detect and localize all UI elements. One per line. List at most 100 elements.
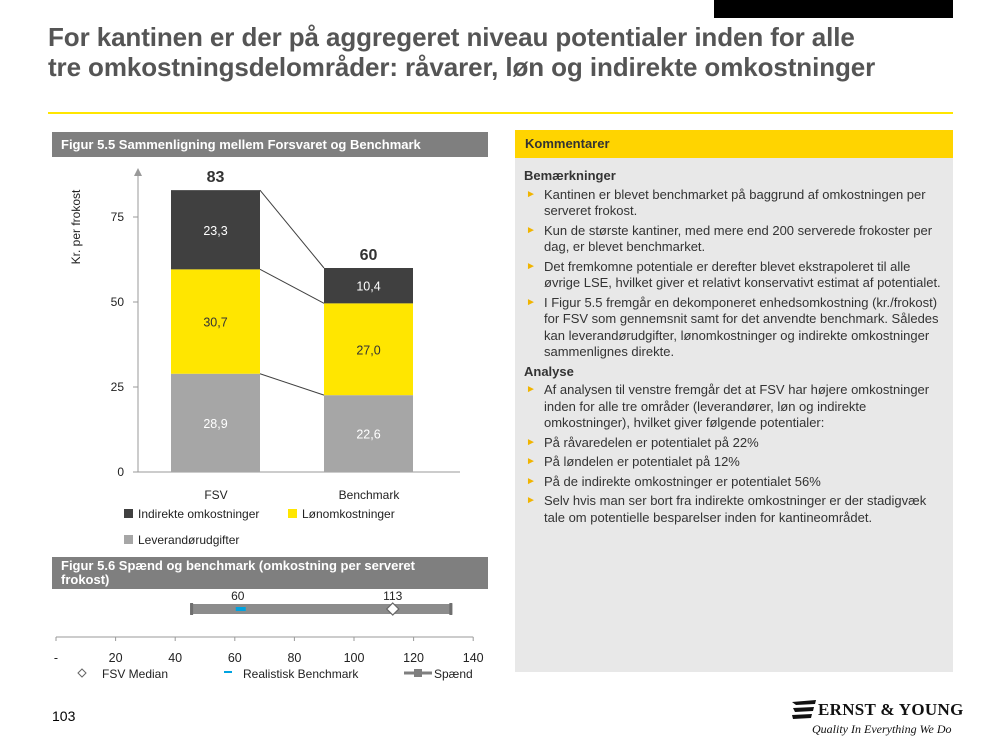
range-x-tick-label: 140 xyxy=(463,651,484,665)
range-x-tick-label: 60 xyxy=(228,651,242,665)
connector-line xyxy=(259,373,325,396)
bullet-arrow-icon: ► xyxy=(526,224,536,236)
bar-segment xyxy=(324,303,413,396)
legend-benchmark-label: Realistisk Benchmark xyxy=(243,667,359,681)
remarks-item-text: I Figur 5.5 fremgår en dekomponeret enhe… xyxy=(544,294,939,360)
slide-title: For kantinen er der på aggregeret niveau… xyxy=(48,22,968,82)
bullet-arrow-icon: ► xyxy=(526,188,536,200)
figure-5-6-title-line-1: Figur 5.6 Spænd og benchmark (omkostning… xyxy=(61,558,415,573)
analysis-heading: Analyse xyxy=(524,363,574,379)
bar-value-label: 10,4 xyxy=(356,280,380,294)
legend-span-label: Spænd xyxy=(434,667,473,681)
figure-5-6-title-line-2: frokost) xyxy=(61,572,110,587)
bar-segment xyxy=(171,190,260,270)
bar-value-label: 27,0 xyxy=(356,343,380,357)
bullet-arrow-icon: ► xyxy=(526,384,536,395)
figure-5-6-header: Figur 5.6 Spænd og benchmark (omkostning… xyxy=(52,557,488,589)
span-bar xyxy=(190,604,453,614)
remarks-list: ► Kantinen er blevet benchmarket på baggr… xyxy=(524,187,948,361)
analysis-item-text: På råvaredelen er potentialet på 22% xyxy=(544,434,759,450)
remarks-item: ► Kun de største kantiner, med mere end 2… xyxy=(524,223,948,256)
figure-5-5-header: Figur 5.5 Sammenligning mellem Forsvaret… xyxy=(52,132,488,157)
connector-line xyxy=(259,268,325,304)
bullet-arrow-icon: ► xyxy=(526,495,536,506)
analysis-item: ► Af analysen til venstre fremgår det at … xyxy=(524,382,948,432)
ey-logo-mark xyxy=(792,700,816,719)
legend-swatch xyxy=(124,509,133,518)
remarks-item: ► I Figur 5.5 fremgår en dekomponeret enh… xyxy=(524,295,948,361)
range-x-tick-label: 100 xyxy=(344,651,365,665)
bullet-arrow-icon: ► xyxy=(526,475,536,487)
legend-label: Indirekte omkostninger xyxy=(138,507,259,521)
analysis-item: ► Selv hvis man ser bort fra indirekte om… xyxy=(524,493,948,526)
remarks-item-text: Det fremkomne potentiale er derefter ble… xyxy=(544,258,941,291)
legend-span-marker xyxy=(414,669,422,677)
figure-5-5-title: Figur 5.5 Sammenligning mellem Forsvaret… xyxy=(61,137,421,152)
title-line-1: For kantinen er der på aggregeret niveau… xyxy=(48,22,855,52)
median-diamond-icon xyxy=(385,602,400,616)
legend-label: Lønomkostninger xyxy=(302,507,395,521)
benchmark-value-label: 60 xyxy=(231,589,245,603)
bullet-arrow-icon: ► xyxy=(526,296,536,308)
comments-body: Bemærkninger ► Kantinen er blevet benchma… xyxy=(524,168,948,529)
x-category-label: FSV xyxy=(204,488,227,502)
logo-stroke xyxy=(793,707,814,712)
legend-swatch xyxy=(288,509,297,518)
remarks-heading: Bemærkninger xyxy=(524,168,616,183)
bar-value-label: 23,3 xyxy=(203,224,227,238)
legend-median-diamond-icon xyxy=(77,668,87,678)
logo-stroke xyxy=(792,714,812,719)
remarks-item: ► Kantinen er blevet benchmarket på baggr… xyxy=(524,187,948,220)
range-x-tick-label: 20 xyxy=(109,651,123,665)
logo-name: ERNST & YOUNG xyxy=(818,700,964,719)
bullet-arrow-icon: ► xyxy=(526,436,536,448)
comments-header-label: Kommentarer xyxy=(525,136,610,151)
span-end-cap xyxy=(449,603,453,615)
legend-label: Leverandørudgifter xyxy=(138,533,239,547)
analysis-item-text: Af analysen til venstre fremgår det at F… xyxy=(544,382,930,430)
comments-header: Kommentarer xyxy=(515,130,953,158)
y-tick-label: 75 xyxy=(111,210,125,224)
bullet-arrow-icon: ► xyxy=(526,260,536,272)
bar-total-label: 60 xyxy=(360,247,378,264)
bar-total-label: 83 xyxy=(207,169,225,186)
bar-value-label: 22,6 xyxy=(356,428,380,442)
y-tick-label: 0 xyxy=(117,465,124,479)
title-divider xyxy=(48,112,953,114)
legend-swatch xyxy=(124,535,133,544)
analysis-item-text: På de indirekte omkostninger er potentia… xyxy=(544,473,821,489)
page-number: 103 xyxy=(52,708,76,724)
analysis-item-text: På løndelen er potentialet på 12% xyxy=(544,454,740,469)
analysis-item: ► På løndelen er potentialet på 12% xyxy=(524,454,948,471)
y-tick-label: 25 xyxy=(111,380,125,394)
bar-segment xyxy=(324,268,413,304)
bar-value-label: 28,9 xyxy=(203,417,227,431)
analysis-list: ► Af analysen til venstre fremgår det at … xyxy=(524,382,948,526)
range-x-tick-label: 40 xyxy=(168,651,182,665)
x-category-label: Benchmark xyxy=(339,488,401,502)
bar-segment xyxy=(324,395,413,472)
connector-line xyxy=(259,189,325,269)
comments-panel xyxy=(515,130,953,672)
analysis-item: ► På råvaredelen er potentialet på 22% xyxy=(524,435,948,452)
stacked-bar-chart: 0 25 50 75 Kr. per frokost 28,9 30,7 23,3 83 FSV 2… xyxy=(69,168,460,547)
legend-median-label: FSV Median xyxy=(102,667,168,681)
remarks-item: ► Det fremkomne potentiale er derefter bl… xyxy=(524,259,948,292)
analysis-item-text: Selv hvis man ser bort fra indirekte omk… xyxy=(544,493,927,525)
median-value-label: 113 xyxy=(383,589,402,603)
remarks-item-text: Kun de største kantiner, med mere end 20… xyxy=(544,222,933,255)
range-chart: 60 113 - 20 40 60 80 100 120 140 FSV Median Realist… xyxy=(54,589,484,681)
analysis-item: ► På de indirekte omkostninger er potenti… xyxy=(524,474,948,491)
range-x-tick-label: 120 xyxy=(403,651,424,665)
y-axis-arrow-icon xyxy=(134,168,142,176)
remarks-item-text: Kantinen er blevet benchmarket på baggru… xyxy=(544,186,926,219)
logo-stroke xyxy=(792,700,816,705)
range-layer: 60 113 - 20 40 60 80 100 120 140 FSV Median Realist… xyxy=(54,589,484,681)
redaction-bar xyxy=(714,0,953,18)
y-axis-label: Kr. per frokost xyxy=(69,189,83,264)
bar-value-label: 30,7 xyxy=(203,316,227,330)
y-tick-label: 50 xyxy=(111,295,125,309)
legend-benchmark-marker xyxy=(224,671,232,673)
span-end-cap xyxy=(190,603,194,615)
bullet-arrow-icon: ► xyxy=(526,456,536,467)
